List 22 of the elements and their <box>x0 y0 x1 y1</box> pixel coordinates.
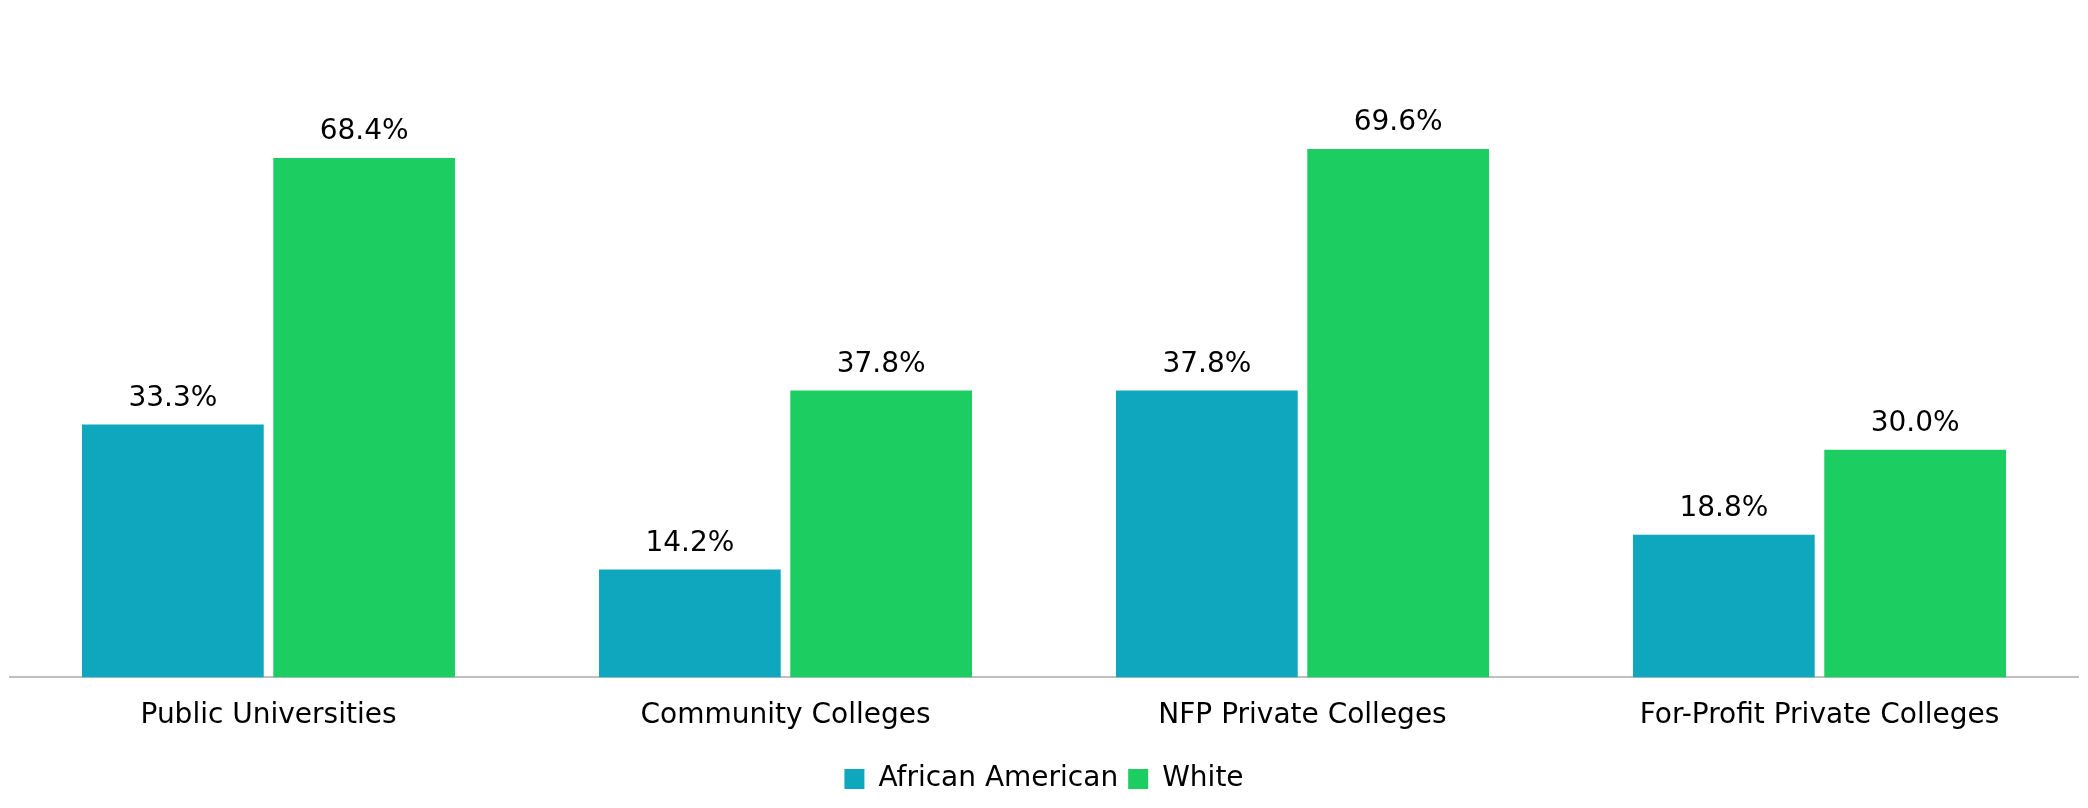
bar <box>273 158 456 678</box>
legend-label: African American <box>878 760 1119 794</box>
bar <box>81 424 264 678</box>
bar <box>790 390 973 678</box>
data-label: 37.8% <box>836 345 926 379</box>
bar <box>1307 148 1490 678</box>
legend-label: White <box>1162 760 1244 794</box>
data-label: 33.3% <box>128 379 218 413</box>
x-tick-label: NFP Private Colleges <box>1158 697 1447 731</box>
data-label: 68.4% <box>319 113 409 147</box>
x-tick-label: Community Colleges <box>640 697 931 731</box>
data-label: 37.8% <box>1162 345 1252 379</box>
bar <box>1824 449 2007 678</box>
data-label: 14.2% <box>645 524 735 558</box>
bar <box>1115 390 1298 678</box>
bar <box>1632 534 1815 678</box>
data-label: 69.6% <box>1353 104 1443 138</box>
bar <box>598 569 781 678</box>
data-label: 18.8% <box>1679 489 1769 523</box>
data-label: 30.0% <box>1870 404 1960 438</box>
x-tick-label: Public Universities <box>140 697 397 731</box>
x-tick-label: For-Profit Private Colleges <box>1639 697 2000 731</box>
